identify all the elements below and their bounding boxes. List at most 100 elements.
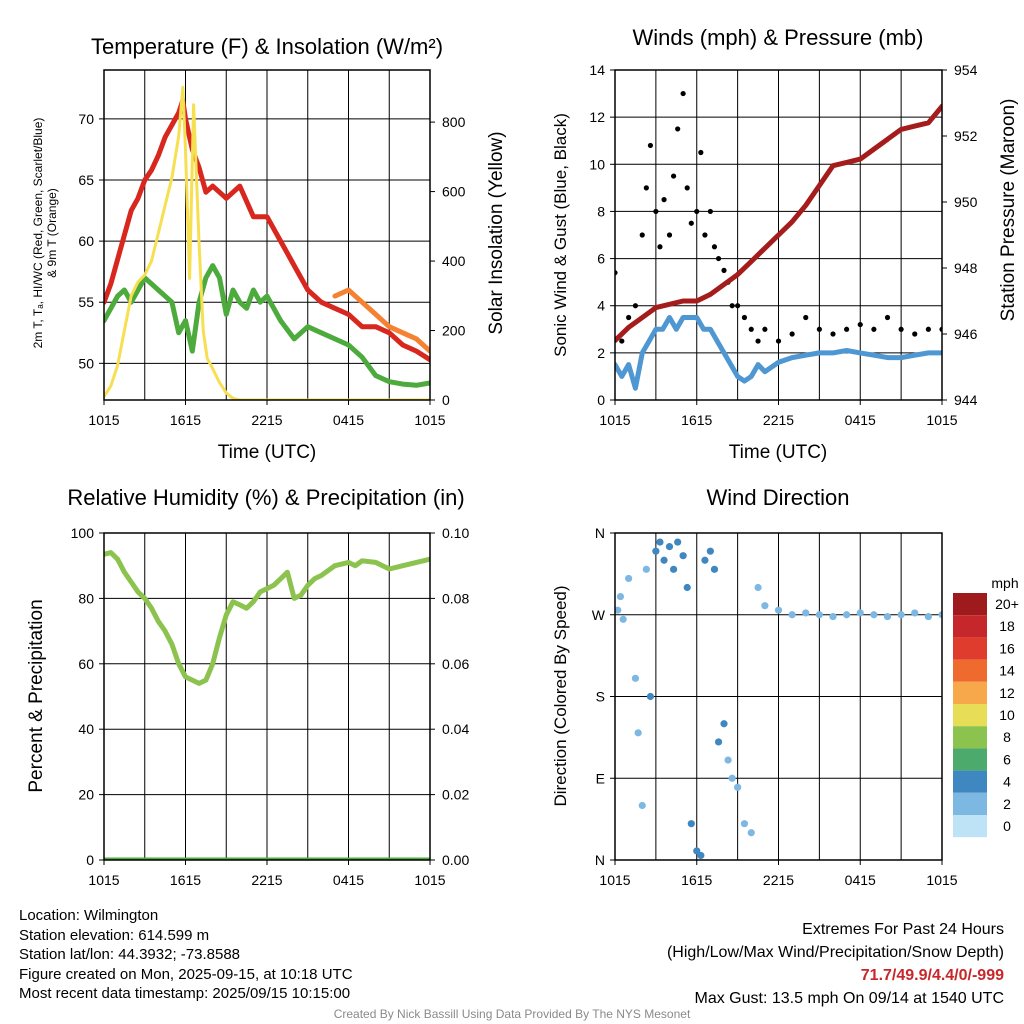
- direction-point: [687, 820, 695, 828]
- humidity-series-0: [104, 550, 430, 686]
- station-elevation: Station elevation: 614.599 m: [19, 926, 210, 944]
- direction-point: [679, 552, 687, 560]
- speed-legend-label: 18: [999, 618, 1015, 634]
- direction-point: [774, 606, 783, 614]
- speed-legend-label: 14: [999, 663, 1015, 679]
- winds-x-tick-label: 2215: [763, 412, 794, 428]
- speed-legend-label: 20+: [995, 596, 1019, 612]
- winds-ylabel-right: Station Pressure (Maroon): [998, 99, 1019, 322]
- temperature-series-0: [104, 98, 430, 363]
- temperature-ylabel-right: Solar Insolation (Yellow): [486, 131, 507, 334]
- winds-x-tick-label: 1015: [599, 412, 630, 428]
- speed-legend-swatch: [953, 726, 987, 749]
- humidity-y-tick-label: 20: [78, 787, 94, 803]
- winds-point: [871, 326, 877, 332]
- direction-y-tick-label: W: [592, 607, 606, 623]
- direction-point: [883, 612, 892, 621]
- winds-point: [619, 338, 625, 344]
- direction-point: [728, 774, 736, 782]
- winds-x-tick-label: 1615: [681, 412, 712, 428]
- temperature-y2-tick-label: 600: [442, 184, 466, 200]
- direction-point: [911, 609, 919, 617]
- speed-legend-label: 2: [1003, 796, 1011, 812]
- speed-legend-label: 10: [999, 707, 1015, 723]
- winds-y-tick-label: 4: [597, 298, 605, 314]
- direction-point: [747, 829, 755, 837]
- winds-title: Winds (mph) & Pressure (mb): [633, 25, 924, 50]
- winds-x-tick-label: 0415: [845, 412, 876, 428]
- winds-panel: Winds (mph) & Pressure (mb) Sonic Wind &…: [551, 25, 1019, 463]
- winds-y-tick-label: 14: [589, 62, 605, 78]
- winds-point: [639, 232, 645, 238]
- winds-point: [707, 208, 713, 215]
- humidity-series-group: [104, 550, 430, 860]
- temperature-x-tick-label: 1615: [170, 412, 201, 428]
- direction-point: [724, 756, 732, 764]
- winds-point: [735, 303, 741, 309]
- direction-point: [697, 851, 705, 860]
- max-gust: Max Gust: 13.5 mph On 09/14 at 1540 UTC: [694, 990, 1005, 1007]
- speed-legend: 20+ 18 16 14 12 10 8 6 4 2 0: [953, 593, 1019, 838]
- temperature-y-tick-label: 70: [78, 111, 94, 127]
- humidity-x-tick-label: 1015: [88, 872, 119, 888]
- extremes-subtitle: (High/Low/Max Wind/Precipitation/Snow De…: [666, 944, 1004, 961]
- direction-point: [740, 820, 749, 828]
- winds-point: [844, 326, 850, 332]
- direction-point: [674, 538, 682, 546]
- winds-y-tick-label: 8: [597, 203, 605, 219]
- speed-legend-swatch: [953, 615, 987, 638]
- direction-panel: Wind Direction Direction (Colored By Spe…: [551, 485, 1019, 888]
- direction-y-tick-label: N: [595, 852, 605, 868]
- winds-point: [702, 232, 708, 238]
- winds-point: [898, 326, 904, 332]
- winds-point: [762, 326, 768, 332]
- temperature-title: Temperature (F) & Insolation (W/m²): [91, 34, 443, 59]
- extremes-values: 71.7/49.9/4.4/0/-999: [860, 967, 1004, 984]
- winds-point: [857, 321, 863, 328]
- speed-legend-label: 16: [999, 640, 1015, 656]
- winds-y2-tick-label: 952: [954, 128, 978, 144]
- winds-point: [688, 220, 694, 226]
- speed-legend-swatch: [953, 593, 987, 616]
- winds-point: [657, 244, 663, 250]
- winds-y-tick-label: 6: [597, 251, 605, 267]
- credit-line: Created By Nick Bassill Using Data Provi…: [333, 1007, 691, 1021]
- direction-point: [701, 556, 709, 564]
- direction-point: [615, 606, 622, 614]
- temperature-series-group: [104, 85, 430, 400]
- winds-point: [680, 90, 686, 97]
- direction-point: [619, 615, 627, 623]
- winds-point: [715, 255, 722, 262]
- humidity-y-tick-label: 80: [78, 590, 94, 606]
- speed-legend-label: 6: [1003, 751, 1011, 767]
- winds-y-tick-label: 2: [597, 345, 605, 361]
- direction-point: [761, 602, 769, 610]
- speed-legend-swatch: [953, 659, 987, 682]
- temperature-x-tick-label: 2215: [251, 412, 282, 428]
- winds-point: [653, 208, 659, 215]
- temperature-series-1: [332, 287, 430, 354]
- speed-legend-swatch: [953, 681, 987, 704]
- humidity-y-tick-label: 100: [71, 525, 95, 541]
- temperature-panel: Temperature (F) & Insolation (W/m²) 2m T…: [31, 34, 507, 463]
- direction-point: [652, 547, 660, 555]
- station-info: Location: Wilmington Station elevation: …: [19, 906, 353, 1004]
- direction-x-tick-label: 1015: [599, 872, 630, 888]
- winds-point: [698, 149, 704, 156]
- winds-point: [912, 331, 918, 337]
- speed-legend-label: 12: [999, 685, 1015, 701]
- humidity-x-tick-label: 1015: [414, 872, 445, 888]
- figure-created: Figure created on Mon, 2025-09-15, at 10…: [19, 965, 353, 983]
- temperature-y2-tick-label: 800: [442, 114, 466, 130]
- winds-point: [816, 326, 822, 332]
- direction-point: [788, 611, 796, 619]
- direction-point: [815, 611, 823, 619]
- direction-point: [720, 720, 728, 728]
- humidity-title: Relative Humidity (%) & Precipitation (i…: [67, 485, 464, 510]
- winds-point: [711, 244, 718, 250]
- winds-point: [694, 208, 700, 215]
- speed-legend-label: 8: [1003, 729, 1011, 745]
- direction-x-tick-label: 2215: [763, 872, 794, 888]
- temperature-ylabel-line2: & 9m T (Orange): [45, 188, 59, 278]
- winds-point: [643, 185, 649, 191]
